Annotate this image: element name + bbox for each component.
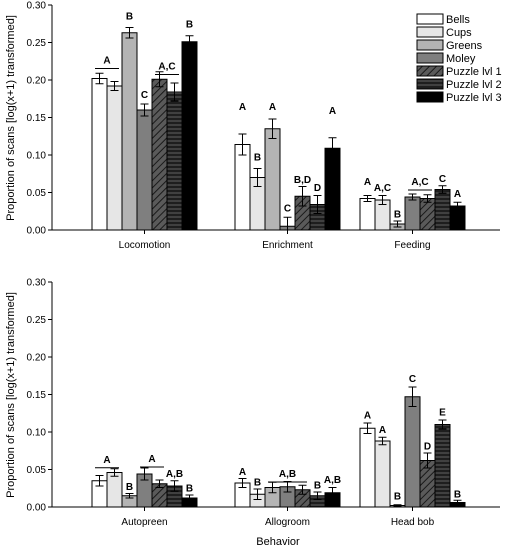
top-bar	[151, 78, 168, 231]
bottom-y-tick-label: 0.25	[27, 315, 47, 326]
y-axis-label-top: Proportion of scans [log(x+1) transforme…	[5, 15, 17, 221]
bottom-bar	[404, 396, 421, 508]
bottom-category-label: Head bob	[391, 517, 435, 528]
legend-swatch	[416, 78, 444, 90]
top-bar	[404, 196, 421, 231]
legend-label: Moley	[446, 53, 476, 65]
top-bar	[136, 109, 153, 231]
top-y-tick-label: 0.20	[27, 76, 47, 87]
bottom-significance-label: A,B	[324, 475, 341, 486]
legend-label: Puzzle lvl 3	[446, 92, 502, 104]
legend-swatch	[416, 91, 444, 103]
bottom-significance-label: B	[126, 482, 133, 493]
top-significance-label: A,C	[374, 183, 391, 194]
bottom-bar	[359, 427, 376, 508]
top-bar	[419, 198, 436, 231]
top-significance-label: A,C	[411, 177, 428, 188]
top-category-label: Enrichment	[262, 240, 313, 251]
top-significance-label: A	[269, 102, 276, 113]
top-bar	[234, 144, 251, 231]
top-bar	[106, 85, 123, 231]
top-bar	[359, 198, 376, 231]
top-significance-label: C	[284, 203, 291, 214]
top-bar	[121, 32, 138, 231]
legend-label: Puzzle lvl 2	[446, 79, 502, 91]
legend-label: Bells	[446, 14, 470, 26]
bottom-category-label: Autopreen	[121, 517, 167, 528]
top-significance-label: A	[364, 177, 371, 188]
top-significance-label: C	[141, 90, 148, 101]
x-axis-label: Behavior	[256, 536, 300, 548]
bottom-y-tick-label: 0.20	[27, 353, 47, 364]
legend-label: Cups	[446, 27, 472, 39]
bottom-significance-label: B	[394, 492, 401, 503]
bottom-significance-label: A	[364, 411, 371, 422]
legend-swatch	[416, 52, 444, 64]
bottom-y-tick-label: 0.05	[27, 465, 47, 476]
bottom-significance-label: A	[379, 425, 386, 436]
bottom-significance-label: B	[186, 483, 193, 494]
bottom-bar	[106, 472, 123, 508]
top-significance-label: A,C	[158, 62, 175, 73]
top-significance-label: B	[254, 152, 261, 163]
top-bar	[91, 78, 108, 231]
bottom-significance-label: A	[103, 455, 110, 466]
top-y-tick-label: 0.15	[27, 113, 47, 124]
top-significance-label: A	[454, 189, 461, 200]
bottom-significance-label: B	[254, 477, 261, 488]
legend-swatch	[416, 65, 444, 77]
top-significance-label: B	[126, 11, 133, 22]
bottom-significance-label: C	[409, 374, 416, 385]
panel-bottom: 0.00 0.05 0.10 0.15 0.20 0.25 0.30 Autopreen All…	[27, 278, 500, 528]
bottom-significance-label: A,B	[279, 469, 296, 480]
bottom-bar	[374, 440, 391, 508]
bottom-significance-label: A	[239, 467, 246, 478]
legend-swatch	[416, 13, 444, 25]
top-y-tick-label: 0.10	[27, 151, 47, 162]
top-bar	[166, 91, 183, 231]
bottom-y-tick-label: 0.30	[27, 278, 47, 289]
top-significance-label: D	[314, 183, 321, 194]
top-significance-label: A	[239, 102, 246, 113]
legend-swatch	[416, 39, 444, 51]
legend-swatch	[416, 26, 444, 38]
top-bar	[324, 147, 341, 231]
bottom-significance-label: B	[454, 489, 461, 500]
y-axis-label-bottom: Proportion of scans [log(x+1) transforme…	[5, 292, 17, 498]
top-significance-label: A	[329, 106, 336, 117]
top-category-label: Feeding	[394, 240, 430, 251]
top-bar	[181, 41, 198, 231]
legend-label: Puzzle lvl 1	[446, 66, 502, 78]
top-significance-label: B	[394, 209, 401, 220]
top-significance-label: B	[186, 20, 193, 31]
bottom-significance-label: A,B	[166, 469, 183, 480]
top-significance-label: A	[103, 56, 110, 67]
legend-label: Greens	[446, 40, 483, 52]
top-y-tick-label: 0.25	[27, 38, 47, 49]
panel-top: 0.00 0.05 0.10 0.15 0.20 0.25 0.30 Locomotion En…	[27, 1, 500, 251]
top-y-tick-label: 0.00	[27, 226, 47, 237]
bottom-significance-label: E	[439, 408, 446, 419]
bottom-significance-label: A	[148, 454, 155, 465]
bottom-significance-label: B	[314, 480, 321, 491]
bottom-y-tick-label: 0.10	[27, 428, 47, 439]
bottom-y-tick-label: 0.00	[27, 503, 47, 514]
top-category-label: Locomotion	[119, 240, 171, 251]
bottom-significance-label: D	[424, 441, 431, 452]
top-bar	[264, 128, 281, 231]
top-bar	[434, 189, 451, 231]
top-y-tick-label: 0.05	[27, 188, 47, 199]
bottom-y-tick-label: 0.15	[27, 390, 47, 401]
bottom-category-label: Allogroom	[265, 517, 310, 528]
top-significance-label: B,D	[294, 175, 311, 186]
bottom-bar	[434, 424, 451, 508]
top-significance-label: C	[439, 174, 446, 185]
top-y-tick-label: 0.30	[27, 1, 47, 12]
